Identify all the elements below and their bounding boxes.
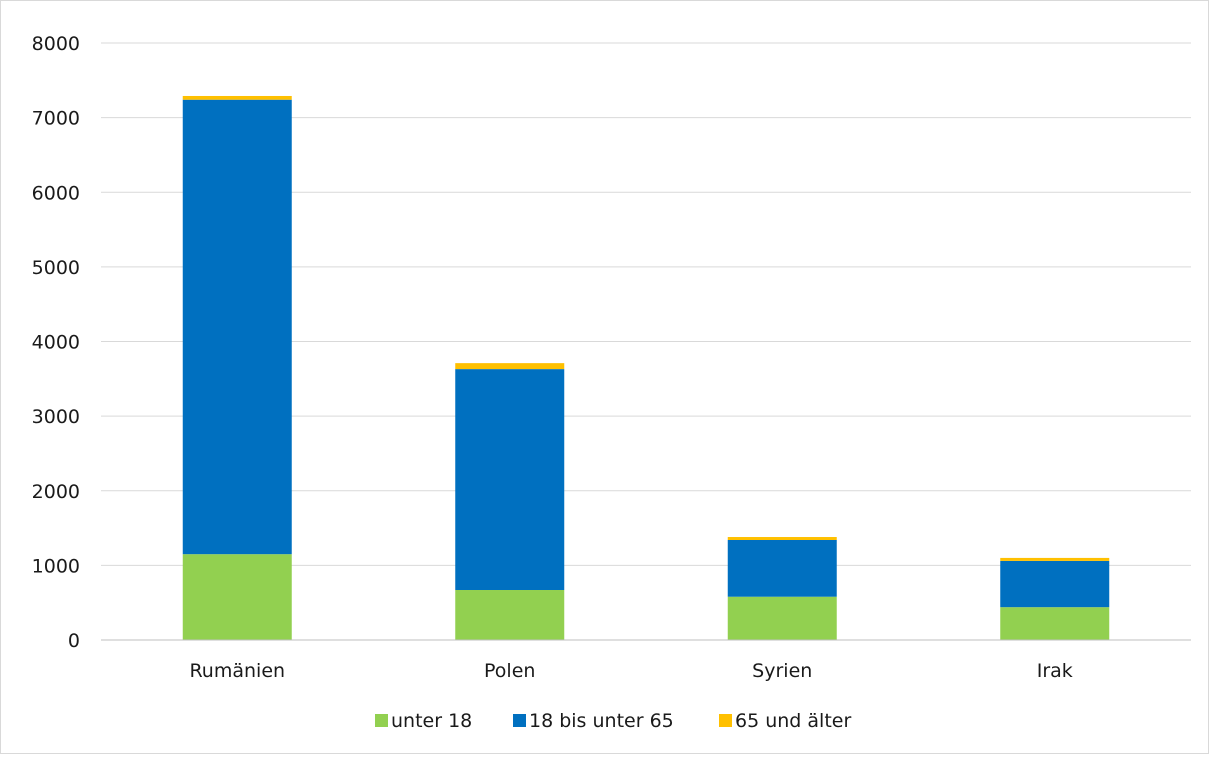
y-tick-label: 7000 (32, 108, 80, 130)
x-tick-label: Syrien (752, 660, 812, 682)
x-tick-label: Rumänien (189, 660, 285, 682)
bar-segment (1000, 557, 1110, 561)
bar-segment (455, 369, 565, 591)
x-axis: Rumänien Polen Syrien Irak (101, 639, 1191, 682)
y-axis: 0 1000 2000 3000 4000 5000 6000 7000 8000 (32, 33, 80, 652)
y-tick-label: 8000 (32, 33, 80, 55)
legend-label: unter 18 (391, 710, 472, 732)
bar-segment (1000, 560, 1110, 608)
legend-label: 18 bis unter 65 (529, 710, 674, 732)
y-tick-label: 2000 (32, 481, 80, 503)
x-tick-label: Polen (484, 660, 535, 682)
legend-swatch (719, 714, 732, 727)
bar-segment (727, 537, 837, 541)
y-tick-label: 3000 (32, 406, 80, 428)
bar-segment (182, 554, 292, 640)
bar-segment (1000, 607, 1110, 640)
legend-swatch (513, 714, 526, 727)
bar-segment (182, 99, 292, 555)
legend: unter 18 18 bis unter 65 65 und älter (375, 710, 851, 732)
bar-segment (182, 95, 292, 100)
bar-segment (727, 540, 837, 597)
y-tick-label: 0 (68, 630, 80, 652)
y-tick-label: 5000 (32, 257, 80, 279)
y-tick-label: 1000 (32, 555, 80, 577)
bars (182, 95, 1110, 640)
legend-swatch (375, 714, 388, 727)
bar-segment (455, 590, 565, 640)
legend-label: 65 und älter (735, 710, 851, 732)
y-tick-label: 6000 (32, 182, 80, 204)
y-tick-label: 4000 (32, 332, 80, 354)
bar-segment (727, 596, 837, 640)
x-tick-label: Irak (1037, 660, 1073, 682)
bar-segment (455, 363, 565, 370)
